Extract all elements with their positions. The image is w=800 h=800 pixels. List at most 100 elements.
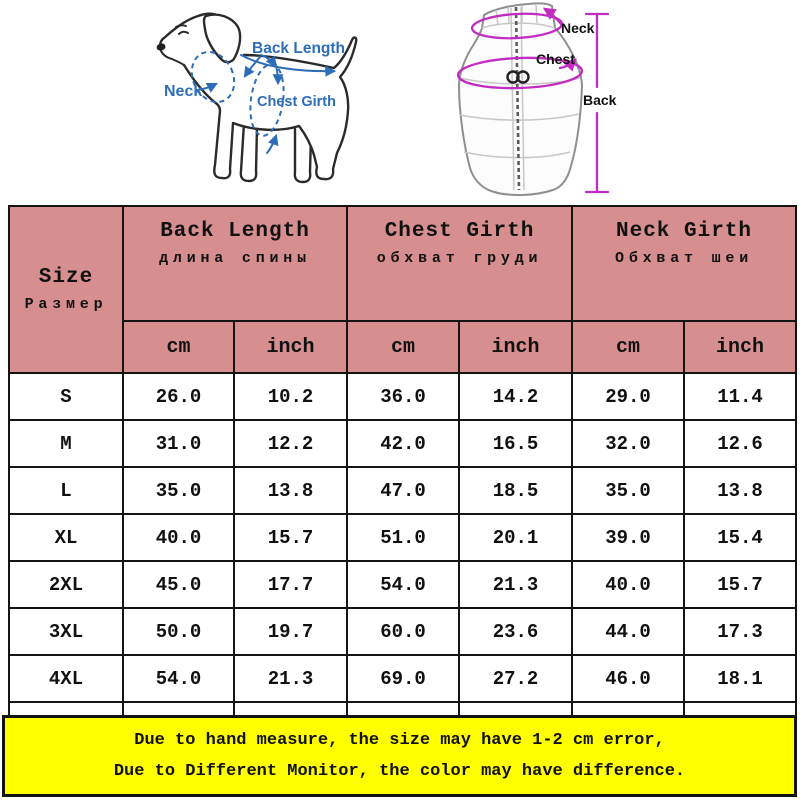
unit-neck-inch: inch (683, 320, 798, 374)
size-cell: L (8, 466, 124, 515)
col-header-neck-girth: Neck Girth Обхват шеи (571, 205, 798, 322)
neck-inch-cell: 13.8 (683, 466, 798, 515)
col-header-size: Size Размер (8, 205, 124, 374)
col-header-chest-girth: Chest Girth обхват груди (346, 205, 574, 322)
chest-inch-cell: 23.6 (458, 607, 574, 656)
dog-far-rear-leg (293, 127, 313, 184)
dog-neck-label: Neck (164, 83, 202, 100)
vest-neck-arrow (542, 7, 564, 27)
neck-cm-cell: 39.0 (571, 513, 686, 562)
vest-chest-label: Chest (536, 51, 575, 67)
dog-ear (202, 13, 242, 64)
chest-inch-cell: 20.1 (458, 513, 574, 562)
vest-back-label: Back (583, 92, 617, 108)
table-row: XL 40.0 15.7 51.0 20.1 39.0 15.4 (8, 513, 798, 562)
unit-back-inch: inch (232, 320, 349, 374)
back-inch-cell: 13.8 (232, 466, 349, 515)
chest-cm-cell: 51.0 (346, 513, 461, 562)
chest-cm-cell: 54.0 (346, 560, 461, 609)
dog-body-outline (182, 36, 358, 181)
table-row: 4XL 54.0 21.3 69.0 27.2 46.0 18.1 (8, 654, 798, 703)
back-inch-cell: 15.7 (232, 513, 349, 562)
back-length-sweep (240, 54, 337, 77)
chest-inch-cell: 27.2 (458, 654, 574, 703)
vest-collar-seam (481, 22, 556, 29)
back-cm-cell: 31.0 (122, 419, 235, 468)
disclaimer-line-1: Due to hand measure, the size may have 1… (134, 730, 665, 750)
back-length-label-ru: длина спины (159, 250, 311, 267)
size-cell: S (8, 372, 124, 421)
size-cell: 3XL (8, 607, 124, 656)
back-inch-cell: 10.2 (232, 372, 349, 421)
size-cell: XL (8, 513, 124, 562)
vest-chest-arrow (558, 58, 577, 72)
back-length-arrow-withers (243, 56, 261, 78)
table-row: 3XL 50.0 19.7 60.0 23.6 44.0 17.3 (8, 607, 798, 656)
size-label-en: Size (38, 266, 94, 289)
neck-arrow (197, 83, 218, 93)
vest-outline (458, 2, 583, 197)
neck-inch-cell: 17.3 (683, 607, 798, 656)
disclaimer-banner: Due to hand measure, the size may have 1… (2, 715, 797, 797)
chest-top-arrow (260, 54, 277, 68)
header-row-groups: Size Размер Back Length длина спины Ches… (8, 205, 798, 374)
dog-mouth (160, 50, 185, 66)
size-cell: 2XL (8, 560, 124, 609)
neck-inch-cell: 15.7 (683, 560, 798, 609)
back-inch-cell: 17.7 (232, 560, 349, 609)
neck-cm-cell: 29.0 (571, 372, 686, 421)
neck-girth-label-ru: Обхват шеи (615, 250, 754, 267)
neck-inch-cell: 15.4 (683, 513, 798, 562)
dog-measurement-diagram: Back Length Neck Chest Girth (156, 12, 358, 184)
chest-girth-label-en: Chest Girth (384, 220, 535, 243)
neck-cm-cell: 32.0 (571, 419, 686, 468)
neck-inch-cell: 12.6 (683, 419, 798, 468)
unit-back-cm: cm (122, 320, 235, 374)
chest-cm-cell: 69.0 (346, 654, 461, 703)
dog-chest-girth-label: Chest Girth (257, 94, 336, 110)
table-row: M 31.0 12.2 42.0 16.5 32.0 12.6 (8, 419, 798, 468)
vest-chest-ellipse (456, 56, 584, 90)
dog-back-length-label: Back Length (252, 40, 345, 57)
chest-cm-cell: 60.0 (346, 607, 461, 656)
back-cm-cell: 45.0 (122, 560, 235, 609)
neck-inch-cell: 11.4 (683, 372, 798, 421)
chest-cm-cell: 47.0 (346, 466, 461, 515)
back-measure-line (584, 12, 610, 194)
dog-eye (175, 24, 189, 35)
back-cm-cell: 26.0 (122, 372, 235, 421)
size-cell: M (8, 419, 124, 468)
chest-cm-cell: 36.0 (346, 372, 461, 421)
back-cm-cell: 40.0 (122, 513, 235, 562)
neck-cm-cell: 40.0 (571, 560, 686, 609)
back-cm-cell: 50.0 (122, 607, 235, 656)
neck-cm-cell: 44.0 (571, 607, 686, 656)
back-cm-cell: 35.0 (122, 466, 235, 515)
neck-inch-cell: 18.1 (683, 654, 798, 703)
size-table: Size Размер Back Length длина спины Ches… (8, 205, 798, 750)
neck-cm-cell: 35.0 (571, 466, 686, 515)
chest-inch-cell: 16.5 (458, 419, 574, 468)
unit-neck-cm: cm (571, 320, 686, 374)
header-row-units: cm inch cm inch cm inch (9, 320, 798, 374)
table-row: L 35.0 13.8 47.0 18.5 35.0 13.8 (8, 466, 798, 515)
chest-inch-cell: 18.5 (458, 466, 574, 515)
size-cell: 4XL (8, 654, 124, 703)
vest-measurement-diagram: Neck Chest Back (456, 2, 617, 197)
back-inch-cell: 12.2 (232, 419, 349, 468)
table-row: 2XL 45.0 17.7 54.0 21.3 40.0 15.7 (8, 560, 798, 609)
disclaimer-line-2: Due to Different Monitor, the color may … (113, 762, 686, 782)
chest-inch-cell: 21.3 (458, 560, 574, 609)
dog-far-front-leg (239, 121, 259, 183)
back-inch-cell: 19.7 (232, 607, 349, 656)
back-length-label-en: Back Length (160, 220, 310, 243)
neck-girth-ellipse (190, 50, 236, 104)
table-row: S 26.0 10.2 36.0 14.2 29.0 11.4 (8, 372, 798, 421)
neck-cm-cell: 46.0 (571, 654, 686, 703)
chest-bottom-arrow (266, 133, 279, 154)
col-header-back-length: Back Length длина спины (121, 205, 349, 322)
dog-nose (156, 43, 166, 51)
size-label-ru: Размер (24, 296, 108, 313)
vest-neck-label: Neck (561, 20, 595, 36)
